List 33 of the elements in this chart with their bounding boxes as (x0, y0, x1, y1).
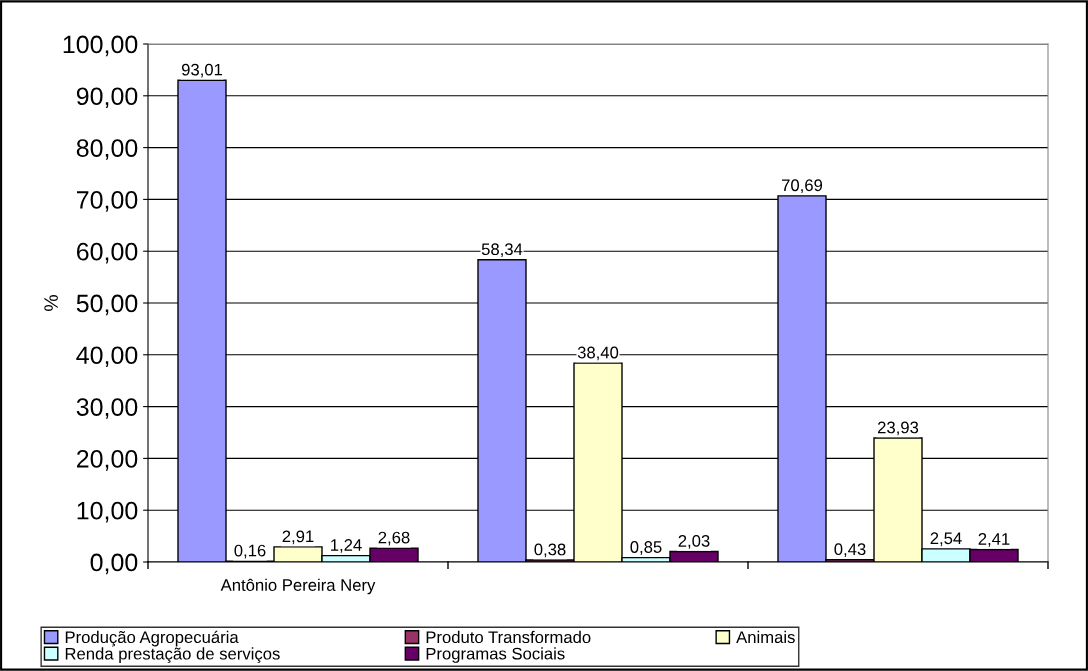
legend-label: Produção Agropecuária (65, 630, 239, 647)
y-tick-label: 10,00 (77, 501, 138, 523)
data-label: 2,68 (378, 531, 410, 546)
y-tick-label: 0,00 (90, 553, 138, 575)
data-label: 58,34 (481, 243, 523, 258)
data-label: 23,93 (877, 421, 919, 436)
data-label: 2,54 (930, 532, 962, 547)
data-label: 0,85 (630, 541, 662, 555)
y-tick-label: 60,00 (76, 242, 138, 264)
y-tick-label: 90,00 (76, 87, 138, 109)
legend-label: Animais (736, 630, 795, 644)
data-label: 1,24 (331, 539, 362, 553)
legend-label: Produto Transformado (426, 630, 591, 644)
legend-label: Programas Sociais (426, 647, 565, 663)
y-tick-label: 20,00 (76, 450, 138, 471)
y-tick-label: 50,00 (76, 294, 138, 316)
x-tick-label: Antônio Pereira Nery (220, 578, 376, 595)
data-label: 0,43 (834, 543, 866, 558)
data-label: 93,01 (181, 63, 223, 78)
data-label: 38,40 (577, 346, 619, 361)
data-label: 2,03 (678, 535, 710, 549)
data-label: 0,38 (534, 543, 566, 558)
legend-label: Renda prestação de serviços (65, 647, 280, 663)
data-label: 2,91 (282, 530, 314, 545)
y-tick-label: 30,00 (76, 398, 138, 419)
y-tick-label: 100,00 (63, 35, 138, 57)
y-tick-label: 80,00 (76, 139, 138, 160)
y-axis-title: % (44, 295, 58, 311)
data-label: 70,69 (782, 179, 823, 194)
data-label: 0,16 (234, 544, 266, 559)
y-tick-label: 70,00 (77, 191, 138, 212)
y-tick-label: 40,00 (76, 346, 138, 368)
data-label: 2,41 (978, 533, 1010, 547)
